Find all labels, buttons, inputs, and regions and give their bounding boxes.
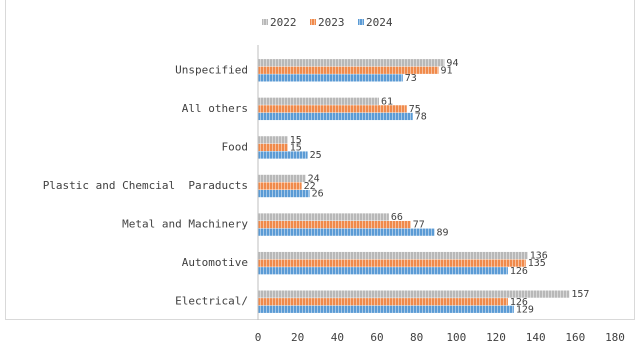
bar-2022 (258, 175, 306, 182)
category-label: Electrical/ (175, 295, 248, 308)
x-tick-label: 40 (331, 331, 344, 344)
legend-swatch-2024 (358, 19, 364, 25)
bar-2022 (258, 98, 379, 105)
bar-2024 (258, 229, 435, 236)
x-tick-label: 120 (486, 331, 506, 344)
legend-label-2024: 2024 (366, 16, 393, 29)
data-label-2024: 78 (415, 112, 427, 123)
bar-2024 (258, 267, 508, 274)
bar-2024 (258, 306, 514, 313)
category-label: Plastic and Chemcial Paraducts (43, 179, 248, 192)
legend-label-2022: 2022 (270, 16, 297, 29)
x-tick-label: 0 (255, 331, 262, 344)
bar-2022 (258, 252, 528, 259)
data-label-2024: 25 (310, 150, 322, 161)
category-label: Unspecified (175, 63, 248, 76)
data-label-2022: 157 (571, 289, 589, 300)
x-tick-label: 20 (291, 331, 304, 344)
bar-2023 (258, 221, 411, 228)
bar-2022 (258, 136, 288, 143)
x-tick-label: 60 (370, 331, 383, 344)
bar-2022 (258, 213, 389, 220)
category-label: Food (222, 140, 249, 153)
data-label-2023: 135 (528, 258, 546, 269)
data-label-2023: 91 (440, 65, 452, 76)
category-label: Metal and Machinery (122, 218, 248, 231)
legend-label-2023: 2023 (318, 16, 345, 29)
category-label: All others (182, 102, 248, 115)
x-tick-label: 100 (446, 331, 466, 344)
x-tick-label: 180 (605, 331, 625, 344)
bar-2023 (258, 298, 508, 305)
x-tick-label: 160 (565, 331, 585, 344)
data-label-2024: 89 (437, 227, 449, 238)
data-label-2024: 129 (516, 304, 534, 315)
bar-2023 (258, 144, 288, 151)
bar-2024 (258, 151, 308, 158)
legend-swatch-2023 (310, 19, 316, 25)
bar-2024 (258, 190, 310, 197)
category-label: Automotive (182, 256, 248, 269)
bar-2023 (258, 182, 302, 189)
bar-2023 (258, 260, 526, 267)
data-label-2024: 126 (510, 266, 528, 277)
data-label-2024: 26 (312, 189, 324, 200)
legend: 2022 2023 2024 (262, 16, 393, 29)
x-tick-label: 80 (410, 331, 423, 344)
bar-2024 (258, 74, 403, 81)
bar-2023 (258, 105, 407, 112)
x-tick-label: 140 (526, 331, 546, 344)
bar-2024 (258, 113, 413, 120)
bar-2022 (258, 59, 444, 66)
data-label-2024: 73 (405, 73, 417, 84)
legend-swatch-2022 (262, 19, 268, 25)
